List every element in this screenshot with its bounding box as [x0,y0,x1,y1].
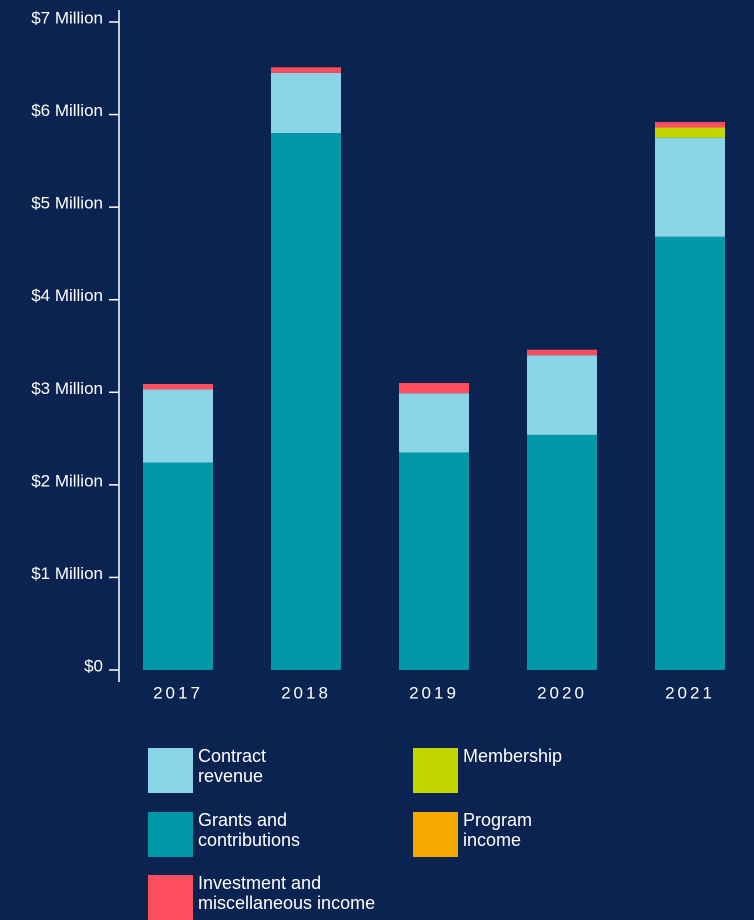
y-tick-label: $0 [84,656,103,675]
bar-segment [143,383,213,390]
x-tick-label: 2017 [153,683,203,702]
legend-swatch [148,812,193,857]
legend-label: Membership [463,746,563,766]
legend-swatch [413,812,458,857]
bar-segment [527,434,597,670]
legend-item: Program income [413,810,573,857]
legend-item: Investment and miscellaneous income [148,873,388,920]
y-tick-label: $2 Million [31,471,103,490]
bar-segment [271,72,341,134]
y-tick-label: $3 Million [31,379,103,398]
bar-segment [655,121,725,128]
x-tick-label: 2021 [665,683,715,702]
bar-segment [143,462,213,670]
y-tick-label: $5 Million [31,194,103,213]
bar-segment [271,133,341,671]
y-tick-label: $6 Million [31,101,103,120]
legend-label: Grants and contributions [198,810,301,850]
legend-swatch [413,748,458,793]
bar-segment [271,67,341,73]
bar-segment [655,127,725,138]
bar-segment [527,355,597,435]
bar-segment [655,236,725,670]
legend-label: Contract revenue [198,746,267,786]
bar-segment [399,452,469,670]
x-tick-label: 2018 [281,683,331,702]
legend-swatch [148,875,193,920]
y-tick-label: $7 Million [31,8,103,27]
legend-item: Grants and contributions [148,810,388,857]
x-tick-label: 2019 [409,683,459,702]
y-tick-label: $1 Million [31,564,103,583]
legend-label: Investment and miscellaneous income [198,873,376,913]
bar-segment [143,389,213,463]
legend-label: Program income [463,810,533,850]
bar-segment [655,137,725,237]
legend-item: Membership [413,746,653,793]
bar-segment [399,393,469,453]
y-tick-label: $4 Million [31,286,103,305]
bar-segment [399,383,469,394]
bar-segment [527,349,597,356]
x-tick-label: 2020 [537,683,587,702]
legend-item: Contract revenue [148,746,308,793]
legend-swatch [148,748,193,793]
